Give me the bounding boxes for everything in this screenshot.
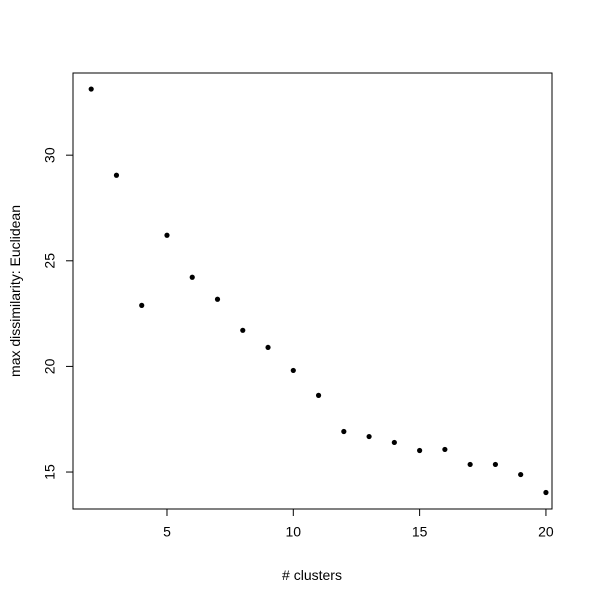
y-tick-label: 20	[42, 358, 58, 374]
point	[492, 461, 499, 468]
point	[391, 439, 397, 446]
point	[543, 489, 549, 496]
y-tick-label: 15	[42, 464, 58, 480]
point	[467, 461, 473, 468]
x-tick-label: 10	[286, 524, 302, 540]
point	[240, 327, 246, 333]
point	[341, 428, 347, 435]
point	[189, 274, 195, 280]
x-tick-label: 15	[412, 524, 428, 540]
point	[214, 296, 221, 302]
point	[113, 172, 120, 178]
point	[139, 302, 145, 308]
x-tick-label: 5	[163, 524, 171, 540]
plot-frame	[72, 72, 553, 510]
point	[442, 446, 448, 453]
point	[164, 232, 170, 238]
point	[315, 392, 322, 398]
y-axis-label: max dissimilarity: Euclidean	[7, 205, 23, 377]
point	[417, 447, 423, 454]
point	[366, 433, 372, 440]
y-tick-label: 30	[42, 147, 58, 163]
y-tick-label: 25	[42, 253, 58, 269]
point	[265, 344, 271, 351]
x-tick-label: 20	[538, 524, 554, 540]
point	[290, 367, 296, 374]
point	[88, 86, 94, 92]
x-axis-label: # clusters	[282, 567, 342, 583]
point	[518, 471, 524, 478]
